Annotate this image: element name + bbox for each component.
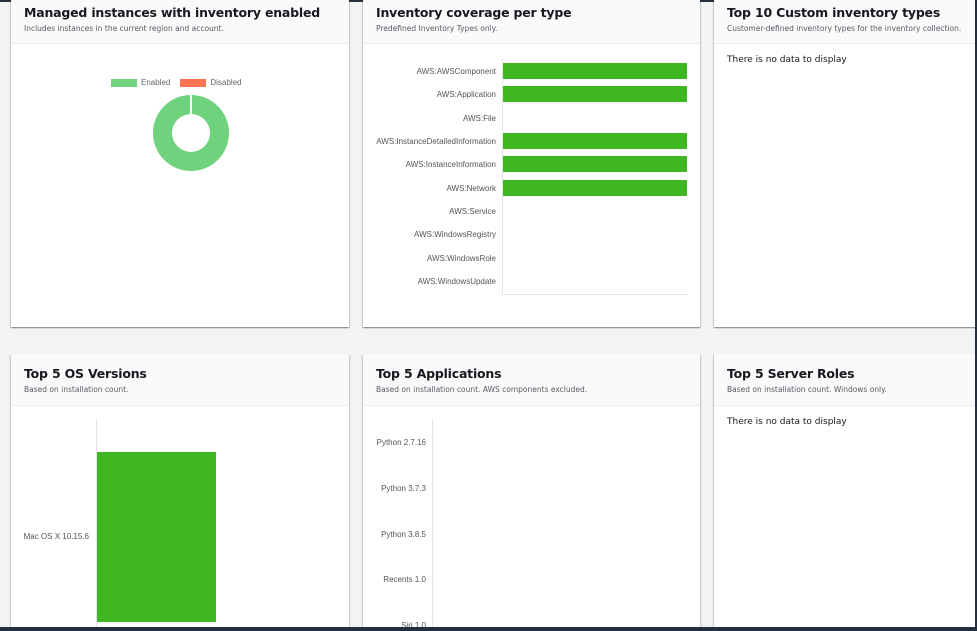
panel-header: Inventory coverage per type Predefined I… [363,0,700,44]
managed-instances-panel: Managed instances with inventory enabled… [11,0,349,327]
panel-subtitle: Includes instances in the current region… [24,24,224,33]
bar[interactable] [503,63,687,79]
bottom-window-border [0,627,977,631]
empty-state-message: There is no data to display [727,417,847,427]
bar-label: AWS:AWSComponent [416,66,496,76]
bar-row[interactable]: AWS:AWSComponent [363,63,496,79]
bar-label: AWS:InstanceInformation [405,159,496,169]
y-axis-line [96,419,97,629]
bar-row[interactable]: Siri 1.0 [363,617,426,631]
bar-label: AWS:WindowsRole [426,253,496,263]
bar-label: Python 3.8.5 [381,529,426,539]
legend-label: Enabled [141,78,171,87]
bar-row[interactable]: Python 2.7.16 [363,434,426,450]
donut-chart[interactable] [153,95,229,171]
x-axis-line [502,294,687,295]
bar-row[interactable]: AWS:WindowsRole [363,250,496,266]
panel-title: Managed instances with inventory enabled [24,5,321,20]
bar-row[interactable]: AWS:Network [363,180,497,196]
bar[interactable] [97,452,216,622]
bar-label: Python 3.7.3 [381,483,426,493]
bar-label: AWS:WindowsRegistry [414,229,496,239]
panel-subtitle: Based on installation count. Windows onl… [727,385,887,394]
bar[interactable] [503,133,687,149]
os-versions-bar-chart: Mac OS X 10.15.6 [11,406,349,631]
os-versions-panel: Top 5 OS Versions Based on installation … [11,354,349,631]
bar-label: Recents 1.0 [383,574,426,584]
panel-header: Top 5 Server Roles Based on installation… [714,354,977,406]
inventory-coverage-panel: Inventory coverage per type Predefined I… [363,0,700,327]
panel-subtitle: Based on installation count. AWS compone… [376,385,588,394]
bar-row[interactable]: AWS:WindowsRegistry [363,226,496,242]
panel-subtitle: Customer-defined inventory types for the… [727,24,962,33]
bar-label: AWS:Service [449,206,496,216]
bar-label: AWS:Network [446,183,497,193]
bar-row[interactable]: AWS:File [363,110,496,126]
applications-panel: Top 5 Applications Based on installation… [363,354,700,631]
legend-label: Disabled [210,78,242,87]
bar-row[interactable]: Python 3.8.5 [363,526,426,542]
panel-title: Top 5 Applications [376,366,502,381]
bar-row[interactable]: Mac OS X 10.15.6 [11,528,89,544]
empty-state-message: There is no data to display [727,55,847,65]
y-axis-line [432,419,433,629]
bar-row[interactable]: AWS:Service [363,203,496,219]
applications-bar-chart: Python 2.7.16 Python 3.7.3 Python 3.8.5 … [363,406,700,631]
bar[interactable] [503,156,687,172]
legend-swatch-disabled [180,78,207,87]
bar[interactable] [503,180,687,196]
bar-row[interactable]: AWS:WindowsUpdate [363,273,496,289]
panel-header: Top 5 Applications Based on installation… [363,354,700,406]
coverage-bar-chart: AWS:AWSComponent AWS:Application AWS:Fil… [363,58,700,298]
donut-segment-divider [190,95,192,114]
server-roles-panel: Top 5 Server Roles Based on installation… [714,354,977,631]
bar-row[interactable]: AWS:InstanceDetailedInformation [363,133,496,149]
legend-item-disabled[interactable]: Disabled [180,78,242,87]
legend-item-enabled[interactable]: Enabled [111,78,170,87]
bar-row[interactable]: Recents 1.0 [363,571,426,587]
bar-label: Mac OS X 10.15.6 [23,531,89,541]
bar-label: Siri 1.0 [401,620,426,630]
panel-header: Managed instances with inventory enabled… [11,0,349,44]
panel-title: Top 10 Custom inventory types [727,5,941,20]
bar-label: AWS:InstanceDetailedInformation [376,136,496,146]
bar-row[interactable]: AWS:Application [363,86,496,102]
panel-header: Top 10 Custom inventory types Customer-d… [714,0,977,44]
chart-legend: Enabled Disabled [111,78,242,87]
bar-label: AWS:Application [436,89,496,99]
custom-inventory-types-panel: Top 10 Custom inventory types Customer-d… [714,0,977,327]
y-axis-line [502,58,503,295]
panel-title: Top 5 OS Versions [24,366,147,381]
panel-title: Top 5 Server Roles [727,366,855,381]
panel-subtitle: Predefined Inventory Types only. [376,24,498,33]
bar[interactable] [503,86,687,102]
panel-title: Inventory coverage per type [376,5,572,20]
bar-label: AWS:WindowsUpdate [417,276,496,286]
panel-header: Top 5 OS Versions Based on installation … [11,354,349,406]
bar-label: AWS:File [462,113,496,123]
bar-label: Python 2.7.16 [376,437,426,447]
legend-swatch-enabled [111,78,137,87]
bar-row[interactable]: AWS:InstanceInformation [363,156,496,172]
bar-row[interactable]: Python 3.7.3 [363,480,426,496]
panel-subtitle: Based on installation count. [24,385,129,394]
donut-hole [172,114,210,152]
right-window-border [975,0,977,631]
